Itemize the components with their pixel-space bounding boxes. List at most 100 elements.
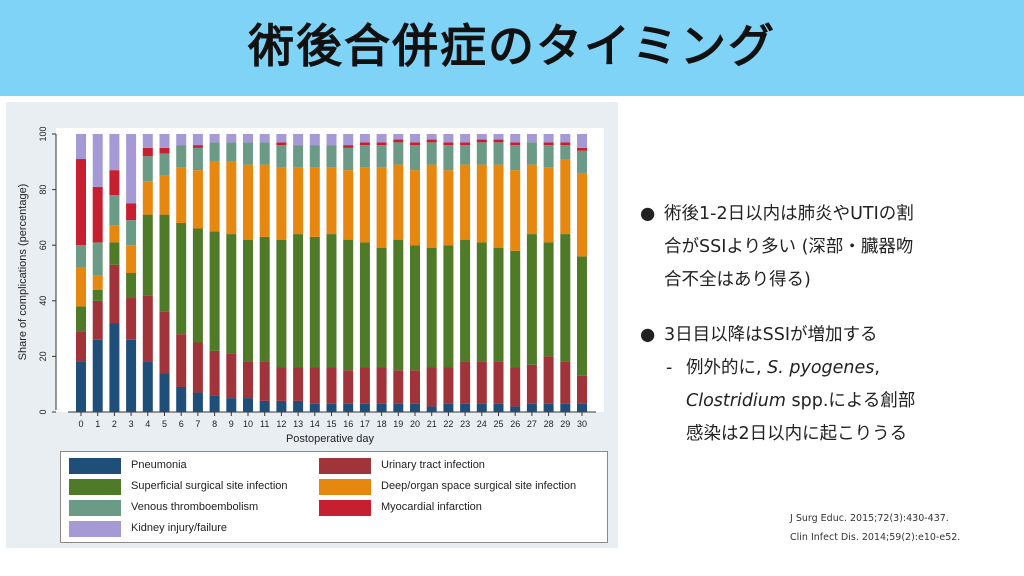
bar-segment-day-7-series-1 [192,342,203,393]
bar-segment-day-25-series-6 [493,134,504,140]
bar-segment-day-0-series-4 [76,245,86,268]
bar-segment-day-30-series-0 [577,403,587,412]
bar-segment-day-27-series-4 [526,142,537,165]
bar-segment-day-3-series-0 [126,339,137,412]
bar-segment-day-0-series-0 [76,361,86,412]
bar-segment-day-0-series-5 [76,159,86,246]
slide-title: 術後合併症のタイミング [248,19,776,73]
bar-segment-day-30-series-1 [577,375,587,404]
bar-segment-day-25-series-4 [493,142,504,165]
bar-segment-day-27-series-3 [526,164,537,235]
bar-segment-day-21-series-1 [426,367,437,407]
bar-segment-day-19-series-4 [393,142,404,165]
x-tick-label: 8 [212,419,217,429]
bullet-2-line-1: 3日目以降はSSIが増加する [664,325,878,345]
bullet-dot-icon: ● [640,325,656,345]
sub-bullet-line-3: 感染は2日以内に起こりうる [686,424,908,444]
bar-segment-day-23-series-0 [460,403,471,412]
bar-segment-day-19-series-0 [393,403,404,412]
x-tick-label: 24 [477,419,487,429]
bar-segment-day-2-series-5 [109,170,120,196]
bar-segment-day-16-series-2 [343,239,354,371]
bar-segment-day-17-series-0 [359,403,370,412]
bar-segment-day-12-series-3 [276,167,287,240]
organism-name: S. pyogenes [767,358,875,378]
bar-segment-day-20-series-4 [410,145,420,171]
x-tick-label: 6 [179,419,184,429]
x-tick-label: 13 [293,419,303,429]
bar-segment-day-5-series-3 [159,175,170,215]
bar-segment-day-1-series-0 [92,339,103,412]
bar-segment-day-3-series-1 [126,298,137,340]
bar-segment-day-21-series-3 [426,164,437,248]
bar-segment-day-8-series-3 [209,161,220,232]
legend-swatch [319,479,371,495]
bullet-dot-icon: ● [640,204,656,224]
x-tick-label: 27 [527,419,537,429]
bar-segment-day-9-series-0 [226,398,237,412]
bar-segment-day-1-series-1 [92,300,103,340]
bar-segment-day-18-series-6 [376,134,387,143]
bullet-1-line-2: 合がSSIより多い (深部・臓器吻 [664,237,914,257]
bar-segment-day-23-series-6 [460,134,471,143]
bar-segment-day-5-series-5 [159,147,170,154]
bar-segment-day-29-series-1 [560,361,571,404]
bar-segment-day-29-series-2 [560,234,571,362]
bar-segment-day-27-series-2 [526,234,537,365]
bar-segment-day-18-series-4 [376,145,387,168]
x-tick-label: 21 [427,419,437,429]
x-tick-label: 18 [377,419,387,429]
bar-segment-day-20-series-0 [410,403,420,412]
bar-segment-day-12-series-2 [276,239,287,368]
bar-segment-day-8-series-0 [209,395,220,412]
bar-segment-day-13-series-6 [293,134,304,146]
bar-segment-day-0-series-2 [76,306,86,332]
legend-swatch [319,458,371,474]
x-tick-label: 1 [95,419,100,429]
bar-segment-day-24-series-5 [476,139,487,143]
bar-segment-day-7-series-5 [192,145,203,148]
bar-segment-day-6-series-1 [176,334,187,387]
bar-segment-day-0-series-3 [76,267,86,307]
y-axis-label: Share of complications (percentage) [17,184,29,361]
bar-segment-day-15-series-2 [326,234,337,368]
bar-segment-day-12-series-0 [276,400,287,412]
bar-segment-day-1-series-2 [92,289,103,301]
bar-segment-day-10-series-3 [243,164,253,240]
bar-segment-day-10-series-6 [243,134,253,143]
bar-segment-day-23-series-3 [460,164,471,240]
bar-segment-day-6-series-2 [176,222,187,335]
bar-segment-day-9-series-6 [226,134,237,143]
bar-segment-day-18-series-1 [376,367,387,404]
bar-segment-day-3-series-4 [126,220,137,246]
x-tick-label: 26 [510,419,520,429]
bar-segment-day-11-series-2 [259,236,270,362]
bar-segment-day-9-series-1 [226,353,237,399]
bar-segment-day-15-series-4 [326,145,337,168]
x-tick-label: 30 [577,419,587,429]
bar-segment-day-6-series-4 [176,145,187,168]
x-tick-label: 12 [276,419,286,429]
sub-bullet: - 例外的に, S. pyogenes, Clostridium spp.による… [636,352,1016,451]
bar-segment-day-28-series-3 [543,167,554,243]
bar-segment-day-14-series-1 [309,367,320,404]
bar-segment-day-16-series-4 [343,147,354,171]
bar-segment-day-5-series-1 [159,311,170,374]
bar-segment-day-4-series-3 [142,181,153,215]
bar-segment-day-18-series-0 [376,403,387,412]
bar-segment-day-24-series-3 [476,164,487,243]
bar-segment-day-16-series-6 [343,134,354,146]
bar-segment-day-2-series-1 [109,264,120,324]
bar-segment-day-15-series-6 [326,134,337,146]
bar-segment-day-29-series-3 [560,159,571,235]
bar-segment-day-12-series-6 [276,134,287,143]
bar-segment-day-29-series-0 [560,403,571,412]
x-tick-label: 15 [326,419,336,429]
sub-bullet-line-1: 例外的に, S. pyogenes, [686,352,1016,385]
bar-segment-day-13-series-2 [293,234,304,368]
bar-segment-day-7-series-3 [192,170,203,229]
bar-segment-day-13-series-1 [293,367,304,401]
x-tick-label: 4 [145,419,150,429]
x-tick-label: 2 [112,419,117,429]
bar-segment-day-22-series-1 [443,367,454,404]
